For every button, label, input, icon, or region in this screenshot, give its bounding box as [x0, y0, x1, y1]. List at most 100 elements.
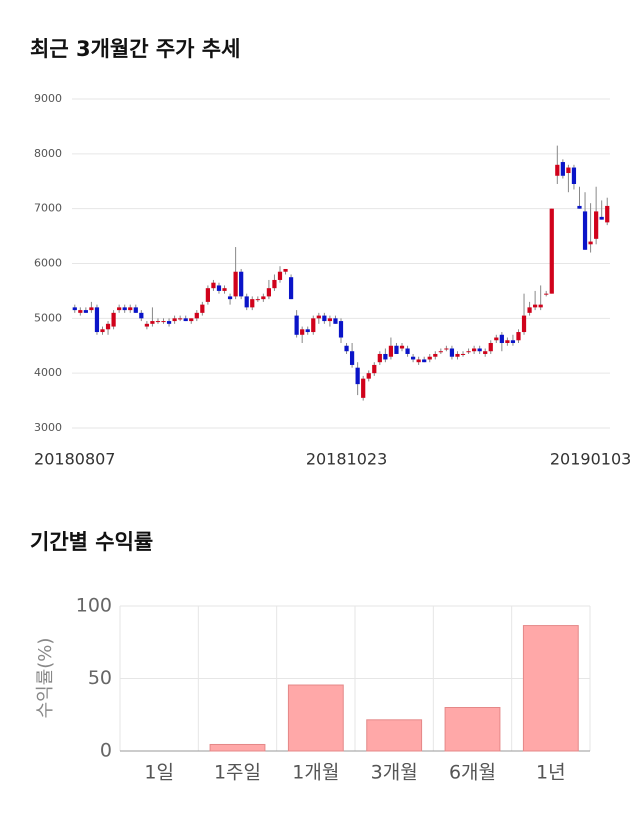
candle-body: [133, 307, 138, 313]
candle-body: [155, 321, 161, 323]
x-tick-label: 20180807: [34, 450, 115, 469]
candle-body: [521, 315, 527, 333]
candle-body: [227, 296, 233, 300]
candle-body: [399, 345, 405, 349]
candle-body: [100, 329, 105, 333]
candle-body: [205, 288, 210, 302]
candle-body: [161, 321, 166, 323]
candle-body: [211, 282, 216, 289]
candle-body: [283, 268, 288, 272]
candle-body: [499, 334, 504, 344]
candle-body: [422, 359, 427, 363]
candle-body: [538, 304, 543, 308]
candle-body: [394, 345, 399, 354]
candle-body: [344, 345, 349, 352]
candle-body: [349, 351, 355, 365]
candle-body: [244, 296, 249, 308]
candle-body: [83, 310, 88, 313]
candle-body: [599, 216, 604, 220]
candle-body: [194, 312, 199, 319]
candle-body: [505, 340, 510, 344]
candle-body: [333, 318, 338, 324]
y-tick-label: 3000: [34, 421, 62, 434]
bar: [522, 625, 579, 752]
chart-title: 최근 3개월간 주가 추세: [30, 37, 240, 61]
candle-body: [544, 293, 549, 295]
candle-body: [477, 348, 482, 352]
candle-body: [189, 318, 194, 322]
candle-body: [172, 318, 177, 322]
candle-body: [150, 321, 155, 324]
candle-body: [372, 364, 377, 374]
x-tick-label: 1일: [144, 762, 174, 784]
candle-body: [472, 348, 477, 352]
candle-body: [105, 323, 111, 330]
candle-body: [566, 167, 571, 174]
y-tick-label: 4000: [34, 366, 62, 379]
candle-body: [433, 353, 438, 357]
candle-body: [466, 351, 471, 353]
candle-body: [516, 332, 521, 341]
bar: [444, 707, 501, 752]
candle-body: [144, 323, 149, 327]
candle-body: [494, 337, 499, 341]
candle-body: [527, 307, 532, 313]
candle-body: [222, 288, 227, 291]
candle-body: [255, 299, 260, 301]
candle-body: [510, 340, 516, 344]
y-tick-label: 100: [76, 595, 112, 617]
candle-body: [200, 304, 205, 313]
candle-body: [72, 307, 77, 311]
candle-body: [305, 329, 310, 333]
candle-body: [178, 318, 183, 320]
bar: [366, 719, 423, 752]
candle-body: [89, 307, 94, 311]
candle-body: [272, 279, 277, 289]
candle-body: [410, 356, 416, 360]
candle-body: [366, 373, 371, 379]
candle-body: [288, 277, 294, 300]
x-tick-label: 6개월: [449, 762, 496, 784]
candle-body: [483, 351, 488, 354]
candle-body: [311, 318, 316, 333]
candle-body: [460, 353, 466, 355]
candle-body: [322, 315, 327, 322]
candle-body: [605, 205, 610, 223]
candle-body: [128, 307, 133, 311]
candle-body: [316, 315, 321, 319]
y-tick-label: 5000: [34, 311, 62, 324]
bar: [209, 743, 266, 752]
candle-body: [533, 304, 538, 308]
candle-body: [560, 162, 565, 176]
candle-body: [405, 348, 410, 354]
y-tick-label: 6000: [34, 257, 62, 270]
candle-body: [355, 367, 360, 385]
candle-body: [361, 378, 366, 398]
candle-body: [549, 208, 554, 294]
candle-body: [338, 321, 344, 338]
candle-body: [183, 318, 188, 322]
candle-body: [166, 321, 172, 324]
candle-body: [294, 315, 299, 335]
candle-body: [122, 307, 127, 311]
candle-body: [266, 288, 272, 297]
x-tick-label: 1년: [536, 762, 566, 784]
candle-body: [111, 312, 116, 327]
candle-body: [261, 296, 266, 300]
y-tick-label: 8000: [34, 147, 62, 160]
candle-body: [94, 307, 100, 333]
candle-body: [444, 348, 449, 350]
candle-body: [571, 167, 577, 184]
candle-body: [117, 307, 122, 311]
candle-body: [78, 310, 83, 313]
candle-body: [427, 356, 432, 360]
x-tick-label: 20181023: [306, 450, 387, 469]
candle-body: [588, 241, 593, 245]
candle-body: [233, 271, 238, 297]
candle-body: [277, 271, 283, 280]
x-tick-label: 3개월: [371, 762, 418, 784]
y-axis-label: 수익률(%): [35, 638, 56, 719]
candle-body: [300, 329, 305, 335]
candle-body: [555, 164, 560, 176]
